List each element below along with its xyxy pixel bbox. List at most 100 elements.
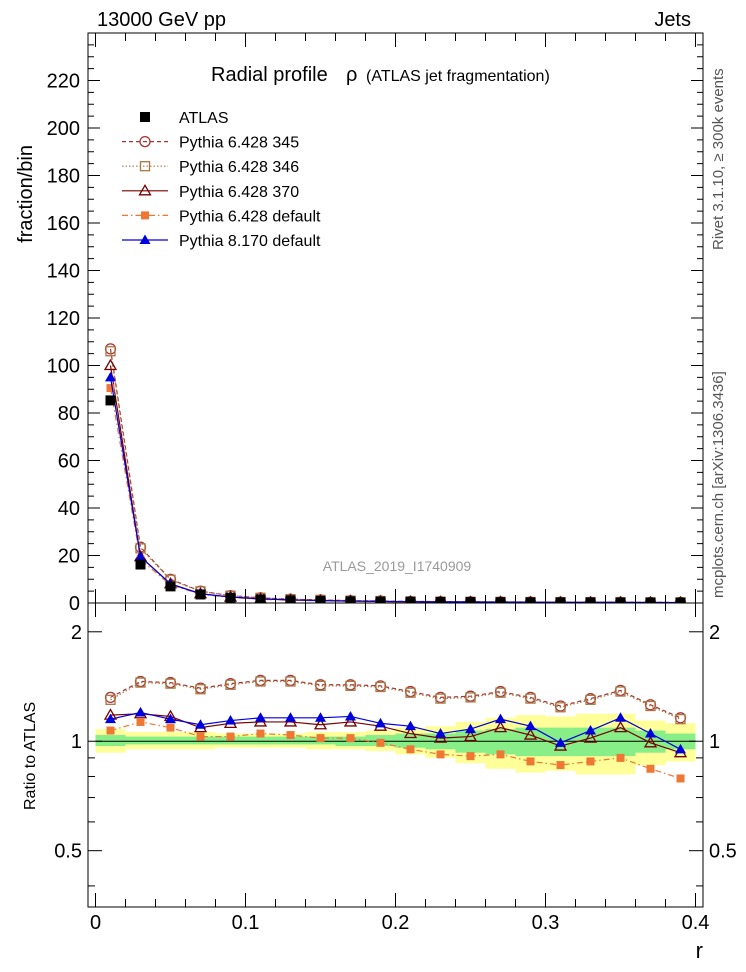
data-point bbox=[643, 736, 658, 748]
data-point bbox=[225, 679, 236, 690]
data-point bbox=[646, 764, 655, 773]
y-tick-label: 200 bbox=[47, 118, 80, 140]
data-point bbox=[435, 728, 446, 738]
data-point bbox=[343, 715, 358, 727]
y-tick-label: 140 bbox=[47, 261, 80, 283]
data-point bbox=[285, 595, 296, 603]
data-point bbox=[615, 597, 626, 603]
data-point bbox=[616, 753, 625, 762]
data-point bbox=[285, 712, 296, 722]
data-point bbox=[166, 723, 175, 732]
data-point bbox=[105, 713, 116, 724]
data-point bbox=[315, 712, 326, 722]
band-green bbox=[155, 736, 186, 745]
data-point bbox=[675, 743, 686, 754]
data-point bbox=[345, 710, 356, 721]
x-tick-label: 0 bbox=[90, 912, 101, 934]
data-point bbox=[675, 597, 686, 603]
title-symbol: ρ bbox=[346, 64, 357, 86]
data-point bbox=[375, 596, 386, 603]
data-point bbox=[465, 597, 476, 603]
data-point bbox=[613, 720, 628, 733]
band-green bbox=[125, 736, 156, 745]
legend-item: Pythia 8.170 default bbox=[122, 233, 321, 250]
watermark: ATLAS_2019_I1740909 bbox=[323, 558, 472, 574]
data-point bbox=[375, 717, 386, 728]
ratio-y-tick-label-right: 2 bbox=[709, 622, 720, 644]
data-point bbox=[105, 395, 116, 406]
main-y-axis: 0 20 40 60 80 100 120 140 160 180 200 220 bbox=[47, 32, 703, 615]
data-point bbox=[345, 680, 356, 692]
legend-marker bbox=[141, 211, 149, 220]
data-point bbox=[586, 757, 595, 766]
legend: ATLAS Pythia 6.428 345 Pythia 6.428 346 Pyt… bbox=[122, 110, 321, 250]
data-point bbox=[405, 596, 416, 603]
main-panel: 0 20 40 60 80 100 120 140 160 180 200 220 fraction/… bbox=[15, 32, 704, 615]
data-point bbox=[583, 731, 598, 743]
data-point bbox=[135, 677, 146, 688]
data-point bbox=[556, 761, 565, 770]
y-tick-label: 100 bbox=[47, 356, 80, 378]
y-tick-label: 120 bbox=[47, 308, 80, 330]
x-tick-label: 0.4 bbox=[682, 912, 710, 934]
chart-title: Radial profile ρ (ATLAS jet fragmentatio… bbox=[211, 64, 550, 86]
y-tick-label: 160 bbox=[47, 213, 80, 235]
series-line bbox=[110, 711, 681, 750]
band-green bbox=[485, 729, 516, 755]
band-green bbox=[95, 735, 126, 747]
data-point bbox=[463, 729, 478, 742]
x-axis-label: r bbox=[696, 938, 703, 963]
data-point bbox=[165, 678, 176, 689]
legend-marker bbox=[140, 112, 150, 122]
data-point bbox=[106, 726, 115, 735]
legend-marker bbox=[139, 234, 151, 244]
data-point bbox=[525, 597, 536, 603]
data-point bbox=[645, 597, 656, 603]
data-point bbox=[226, 732, 235, 741]
band-green bbox=[245, 736, 276, 745]
data-point bbox=[525, 693, 536, 704]
data-point bbox=[675, 714, 686, 725]
x-tick-label: 0.3 bbox=[532, 912, 560, 934]
data-point bbox=[286, 731, 295, 740]
data-point bbox=[195, 589, 206, 600]
series-atlas bbox=[105, 395, 686, 603]
data-point bbox=[313, 717, 328, 730]
data-point bbox=[493, 720, 508, 733]
band-green bbox=[395, 733, 426, 748]
legend-item: ATLAS bbox=[140, 110, 229, 127]
legend-label: Pythia 8.170 default bbox=[179, 233, 321, 250]
legend-item: Pythia 6.428 default bbox=[122, 208, 321, 225]
data-point bbox=[106, 384, 115, 393]
legend-label: ATLAS bbox=[179, 110, 229, 127]
series-pythia-6-428-346 bbox=[105, 676, 686, 725]
title-main: Radial profile bbox=[211, 64, 328, 86]
data-point bbox=[676, 774, 685, 783]
ratio-y-axis-label: Ratio to ATLAS bbox=[22, 702, 39, 810]
legend-item: Pythia 6.428 370 bbox=[122, 184, 299, 201]
data-point bbox=[403, 726, 418, 739]
data-point bbox=[195, 684, 206, 695]
data-point bbox=[255, 712, 266, 722]
series-pythia-8-170-default bbox=[105, 706, 686, 754]
data-point bbox=[165, 713, 176, 724]
data-point bbox=[345, 596, 356, 603]
data-point bbox=[466, 752, 475, 761]
data-point bbox=[523, 728, 538, 740]
y-tick-label: 60 bbox=[58, 451, 80, 473]
data-point bbox=[105, 371, 116, 382]
data-point bbox=[495, 597, 506, 603]
ratio-series-layer bbox=[103, 674, 688, 783]
series-line bbox=[110, 713, 681, 754]
data-point bbox=[315, 680, 326, 692]
ratio-y-tick-label: 0.5 bbox=[54, 841, 82, 863]
data-point bbox=[255, 676, 266, 687]
data-point bbox=[645, 728, 656, 738]
legend-item: Pythia 6.428 345 bbox=[122, 135, 299, 152]
legend-marker bbox=[139, 161, 151, 172]
y-tick-label: 20 bbox=[58, 546, 80, 568]
header-collision: 13000 GeV pp bbox=[97, 9, 226, 31]
y-tick-label: 80 bbox=[58, 403, 80, 425]
data-point bbox=[376, 738, 385, 747]
data-point bbox=[585, 694, 596, 705]
